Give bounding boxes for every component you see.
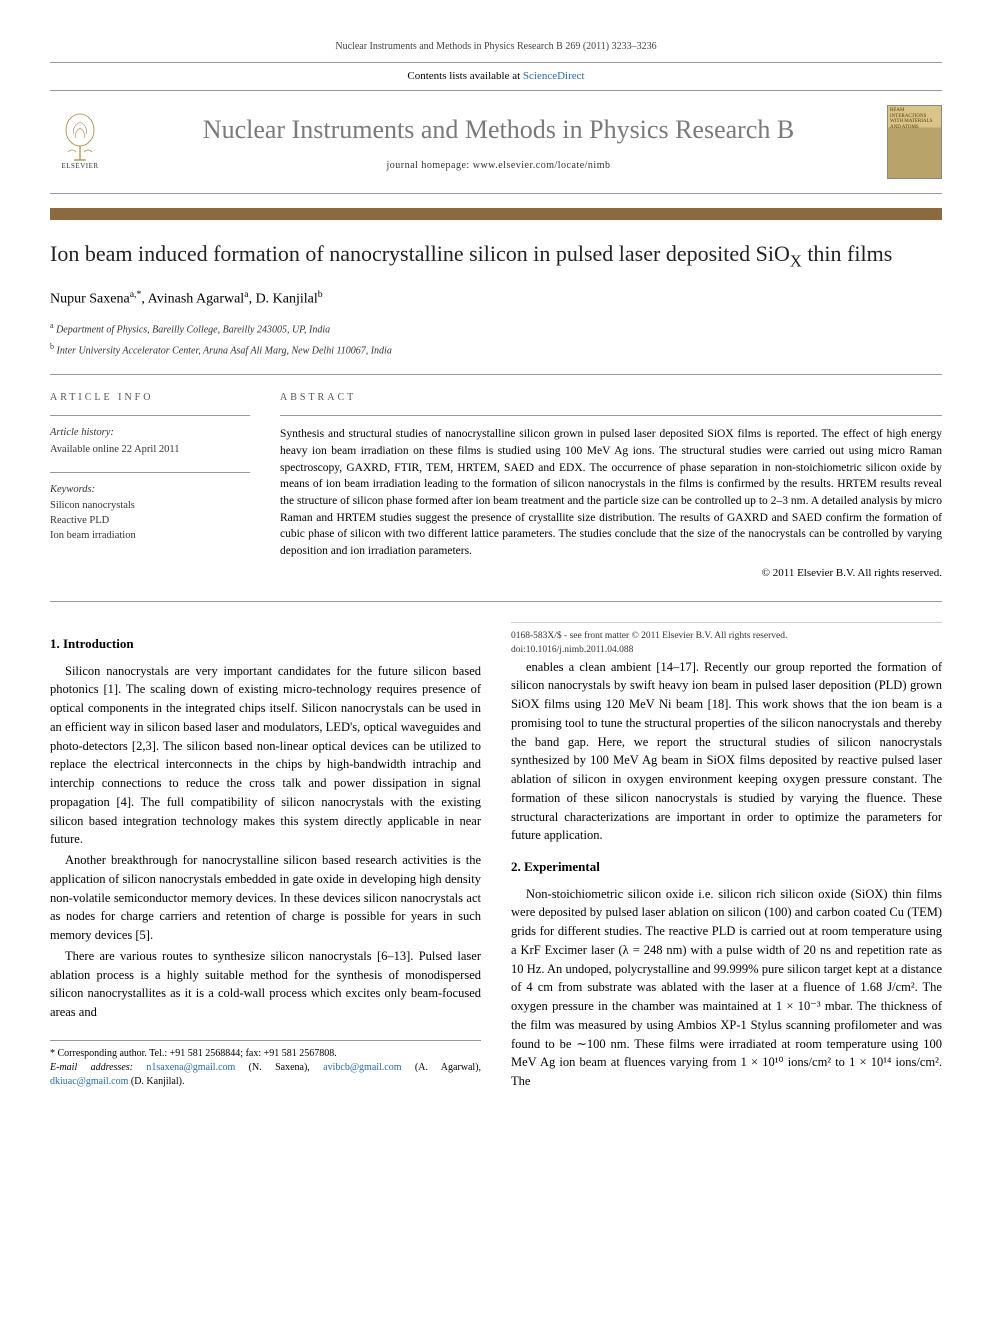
journal-homepage-url[interactable]: www.elsevier.com/locate/nimb bbox=[473, 160, 611, 171]
journal-banner: ELSEVIER Nuclear Instruments and Methods… bbox=[50, 95, 942, 194]
author-list: Nupur Saxenaa,*, Avinash Agarwala, D. Ka… bbox=[50, 288, 942, 309]
divider bbox=[50, 601, 942, 602]
corresponding-author-note: * Corresponding author. Tel.: +91 581 25… bbox=[50, 1047, 481, 1061]
affiliation-a: a Department of Physics, Bareilly Colleg… bbox=[50, 320, 942, 337]
article-body: 1. Introduction Silicon nanocrystals are… bbox=[50, 622, 942, 1098]
article-info-column: ARTICLE INFO Article history: Available … bbox=[50, 391, 250, 581]
contents-prefix: Contents lists available at bbox=[407, 70, 522, 82]
email-link-1[interactable]: n1saxena@gmail.com bbox=[146, 1062, 235, 1073]
footer-left: 0168-583X/$ - see front matter © 2011 El… bbox=[511, 629, 787, 658]
email-addresses: E-mail addresses: n1saxena@gmail.com (N.… bbox=[50, 1061, 481, 1089]
journal-reference: Nuclear Instruments and Methods in Physi… bbox=[50, 40, 942, 54]
affiliation-b: b Inter University Accelerator Center, A… bbox=[50, 341, 942, 358]
footer-row: 0168-583X/$ - see front matter © 2011 El… bbox=[511, 622, 942, 658]
body-paragraph: There are various routes to synthesize s… bbox=[50, 947, 481, 1022]
sciencedirect-link[interactable]: ScienceDirect bbox=[523, 70, 585, 82]
copyright-line: © 2011 Elsevier B.V. All rights reserved… bbox=[280, 566, 942, 581]
body-paragraph: Another breakthrough for nanocrystalline… bbox=[50, 851, 481, 945]
divider bbox=[280, 415, 942, 416]
elsevier-logo: ELSEVIER bbox=[50, 107, 110, 177]
abstract-column: ABSTRACT Synthesis and structural studie… bbox=[280, 391, 942, 581]
keywords-block: Keywords: Silicon nanocrystals Reactive … bbox=[50, 483, 250, 544]
divider bbox=[50, 472, 250, 473]
author-3: D. Kanjilal bbox=[256, 292, 318, 307]
journal-cover-thumbnail: BEAM INTERACTIONS WITH MATERIALS AND ATO… bbox=[887, 105, 942, 179]
email-link-2[interactable]: avibcb@gmail.com bbox=[323, 1062, 401, 1073]
abstract-text: Synthesis and structural studies of nano… bbox=[280, 426, 942, 559]
publisher-name: ELSEVIER bbox=[61, 162, 98, 172]
divider bbox=[50, 415, 250, 416]
article-title: Ion beam induced formation of nanocrysta… bbox=[50, 240, 942, 272]
contents-bar: Contents lists available at ScienceDirec… bbox=[50, 62, 942, 91]
section-heading-experimental: 2. Experimental bbox=[511, 857, 942, 877]
author-1: Nupur Saxena bbox=[50, 292, 130, 307]
footnotes-block: * Corresponding author. Tel.: +91 581 25… bbox=[50, 1040, 481, 1089]
elsevier-tree-icon bbox=[60, 112, 100, 162]
keyword: Reactive PLD bbox=[50, 514, 250, 529]
section-divider bbox=[50, 208, 942, 220]
section-heading-intro: 1. Introduction bbox=[50, 634, 481, 654]
body-paragraph: Non-stoichiometric silicon oxide i.e. si… bbox=[511, 885, 942, 1091]
divider bbox=[50, 374, 942, 375]
body-paragraph: enables a clean ambient [14–17]. Recentl… bbox=[511, 658, 942, 846]
abstract-label: ABSTRACT bbox=[280, 391, 942, 405]
article-info-label: ARTICLE INFO bbox=[50, 391, 250, 405]
doi-line: doi:10.1016/j.nimb.2011.04.088 bbox=[511, 643, 787, 657]
email-link-3[interactable]: dkiuac@gmail.com bbox=[50, 1076, 128, 1087]
journal-title: Nuclear Instruments and Methods in Physi… bbox=[130, 112, 867, 148]
article-history: Article history: Available online 22 Apr… bbox=[50, 426, 250, 457]
keyword: Ion beam irradiation bbox=[50, 529, 250, 544]
body-paragraph: Silicon nanocrystals are very important … bbox=[50, 662, 481, 850]
page-container: Nuclear Instruments and Methods in Physi… bbox=[0, 0, 992, 1138]
journal-title-block: Nuclear Instruments and Methods in Physi… bbox=[130, 112, 867, 172]
info-abstract-row: ARTICLE INFO Article history: Available … bbox=[50, 391, 942, 581]
keyword: Silicon nanocrystals bbox=[50, 499, 250, 514]
author-2: Avinash Agarwal bbox=[148, 292, 245, 307]
journal-homepage: journal homepage: www.elsevier.com/locat… bbox=[130, 159, 867, 173]
